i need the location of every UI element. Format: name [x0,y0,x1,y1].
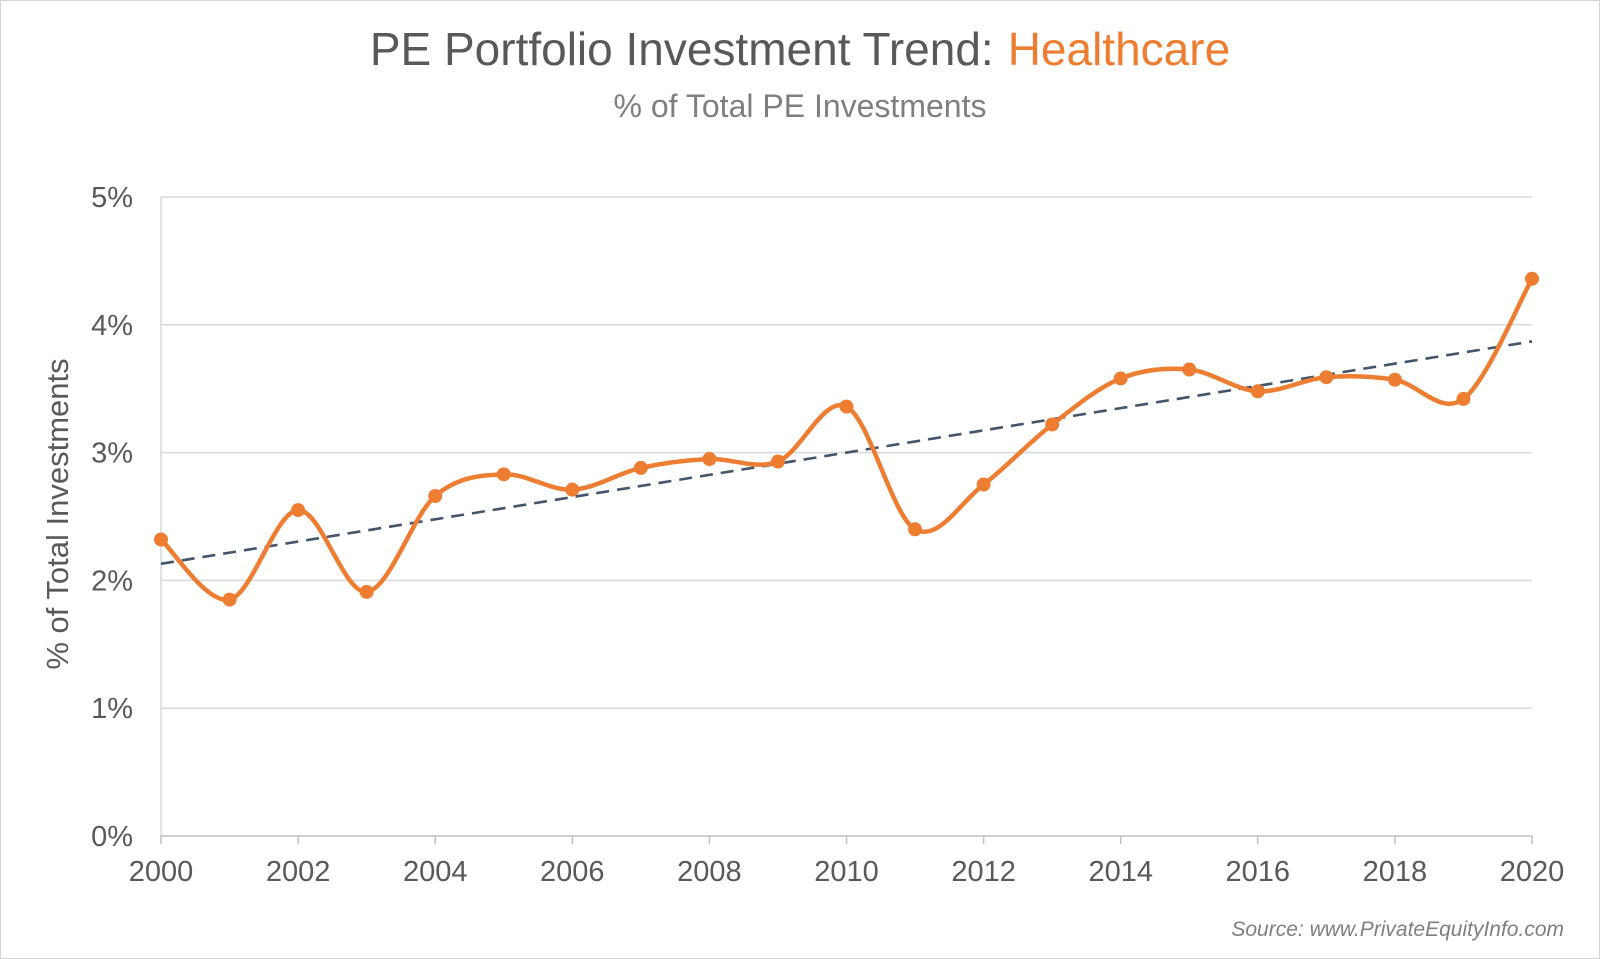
data-point [1182,362,1197,377]
x-tick-label: 2000 [129,856,194,888]
y-tick-label: 4% [91,310,133,342]
data-point [291,503,306,518]
y-tick-label: 2% [91,565,133,597]
title-highlight: Healthcare [1007,23,1231,75]
chart-subtitle: % of Total PE Investments [613,88,987,124]
x-tick-label: 2016 [1226,856,1291,888]
x-tick-label: 2020 [1500,856,1565,888]
trendline [160,340,1533,566]
data-point [496,467,511,482]
x-tick-label: 2004 [403,856,468,888]
data-point [1456,391,1471,406]
series-line [158,276,1535,602]
data-point [770,454,785,469]
y-axis-label: % of Total Investments [40,358,75,669]
data-point [1319,370,1334,385]
data-point [1113,371,1128,386]
title-text: PE Portfolio Investment Trend: [369,23,994,75]
x-tick-label: 2012 [951,856,1016,888]
x-tick-label: 2008 [677,856,742,888]
data-point [976,477,991,492]
trendline-line [160,340,1533,566]
data-point [565,482,580,497]
x-tick-label: 2006 [540,856,605,888]
data-point [428,489,443,504]
x-tick-label: 2010 [814,856,879,888]
y-tick-labels: 0% 1% 2% 3% 4% 5% [91,182,133,853]
data-point [633,460,648,475]
data-point [839,399,854,414]
data-point [908,522,923,537]
data-point [1387,372,1402,387]
grid-lines [161,196,1532,709]
y-tick-label: 5% [91,182,133,214]
y-tick-label: 3% [91,438,133,470]
y-tick-label: 0% [91,821,133,853]
chart-title: PE Portfolio Investment Trend: Healthcare [0,22,1600,76]
x-tick-labels: 2000 2002 2004 2006 2008 2010 2012 2014 2016 2018… [129,856,1565,888]
data-point [154,532,168,547]
data-point [702,451,717,466]
data-point [359,584,374,599]
axes [160,197,1533,844]
x-tick-label: 2014 [1088,856,1153,888]
data-point [1250,384,1265,399]
data-point [1045,417,1060,432]
y-tick-label: 1% [91,693,133,725]
data-point [222,592,237,607]
series-healthcare [154,271,1539,607]
x-tick-label: 2002 [266,856,331,888]
source-note: Source: www.PrivateEquityInfo.com [1231,918,1564,941]
data-point [1525,271,1539,286]
x-tick-label: 2018 [1363,856,1428,888]
